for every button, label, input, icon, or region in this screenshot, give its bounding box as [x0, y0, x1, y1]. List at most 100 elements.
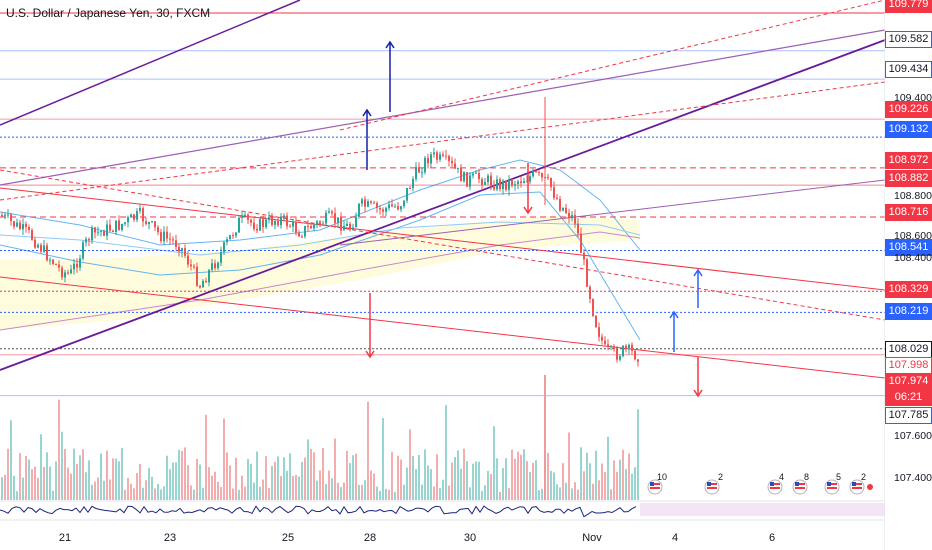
candle-body [169, 238, 171, 240]
candle-body [346, 223, 348, 226]
volume-bar [115, 458, 117, 500]
us-flag-canton [795, 482, 799, 486]
volume-bar [37, 477, 39, 500]
candle-body [496, 179, 498, 190]
volume-bar [403, 484, 405, 500]
candle-body [145, 221, 147, 225]
event-count-badge[interactable]: 2 [861, 472, 867, 482]
volume-bar [412, 456, 414, 500]
volume-bar [307, 439, 309, 500]
volume-bar [64, 448, 66, 500]
us-flag-canton [852, 482, 856, 486]
volume-bar [328, 470, 330, 500]
volume-bar [193, 489, 195, 500]
volume-bar [568, 432, 570, 500]
candle-body [484, 182, 486, 185]
time-axis-tick: 6 [768, 532, 776, 544]
candle-body [409, 187, 411, 189]
candle-body [85, 239, 87, 243]
candle-body [151, 221, 153, 223]
volume-bar [331, 478, 333, 500]
candle-body [190, 264, 192, 267]
volume-bar [625, 469, 627, 500]
volume-bar [217, 481, 219, 500]
volume-bar [76, 463, 78, 500]
event-count-badge[interactable]: 10 [657, 472, 668, 482]
volume-bar [223, 418, 225, 500]
volume-bar [610, 489, 612, 500]
volume-bar [355, 453, 357, 500]
candle-body [493, 185, 495, 190]
candle-body [268, 217, 270, 220]
volume-bar [109, 479, 111, 500]
volume-bar [292, 476, 294, 500]
candle-body [238, 217, 240, 233]
candle-body [415, 166, 417, 179]
event-count-badge[interactable]: 8 [804, 472, 810, 482]
price-label: 109.132 [885, 121, 932, 138]
volume-bar [325, 484, 327, 500]
volume-bar [238, 489, 240, 500]
volume-bar [445, 405, 447, 500]
volume-bar [67, 467, 69, 500]
volume-bar [631, 473, 633, 500]
volume-bar [361, 484, 363, 500]
candle-body [517, 181, 519, 185]
volume-bar [28, 459, 30, 500]
candle-body [304, 226, 306, 237]
volume-bar [205, 414, 207, 500]
time-axis-tick: 4 [671, 532, 679, 544]
candle-body [580, 233, 582, 253]
candle-body [490, 175, 492, 186]
time-axis-tick: 21 [58, 532, 72, 544]
volume-bar [178, 449, 180, 500]
time-axis-tick: 23 [163, 532, 177, 544]
candle-body [208, 269, 210, 283]
volume-bar [220, 486, 222, 500]
candle-body [430, 154, 432, 164]
us-flag-stripe [650, 487, 660, 489]
event-count-badge[interactable]: 2 [718, 472, 724, 482]
trend-line [0, 29, 885, 186]
volume-bar [271, 466, 273, 500]
volume-bar [427, 465, 429, 500]
chart-canvas[interactable] [0, 0, 885, 550]
candle-body [397, 206, 399, 210]
volume-bar [214, 471, 216, 500]
candle-body [214, 263, 216, 269]
candle-body [40, 244, 42, 252]
volume-bar [589, 463, 591, 500]
volume-bar [370, 470, 372, 500]
up-arrow-head-icon [669, 310, 679, 319]
volume-bar [343, 482, 345, 500]
price-label: 109.779 [885, 0, 932, 13]
candle-body [358, 203, 360, 217]
volume-spike [544, 375, 546, 500]
candle-body [502, 180, 504, 190]
volume-bar [553, 472, 555, 500]
price-label: 108.972 [885, 152, 932, 169]
candle-body [67, 272, 69, 274]
candle-body [283, 215, 285, 217]
volume-bar [436, 454, 438, 500]
price-axis-tick: 107.400 [894, 472, 932, 484]
volume-bar [415, 469, 417, 500]
candle-body [7, 214, 9, 216]
candle-body [229, 235, 231, 240]
candle-body [556, 197, 558, 200]
candle-body [376, 203, 378, 209]
candle-body [322, 223, 324, 225]
candle-body [325, 212, 327, 224]
volume-bar [586, 452, 588, 500]
candle-body [115, 220, 117, 232]
volume-bar [637, 409, 639, 500]
us-flag-canton [707, 482, 711, 486]
volume-bar [85, 472, 87, 500]
candle-body [559, 199, 561, 211]
volume-bar [577, 489, 579, 500]
us-flag-canton [770, 482, 774, 486]
event-count-badge[interactable]: 5 [836, 472, 842, 482]
candle-body [184, 248, 186, 256]
event-count-badge[interactable]: 4 [779, 472, 785, 482]
volume-bar [163, 486, 165, 500]
